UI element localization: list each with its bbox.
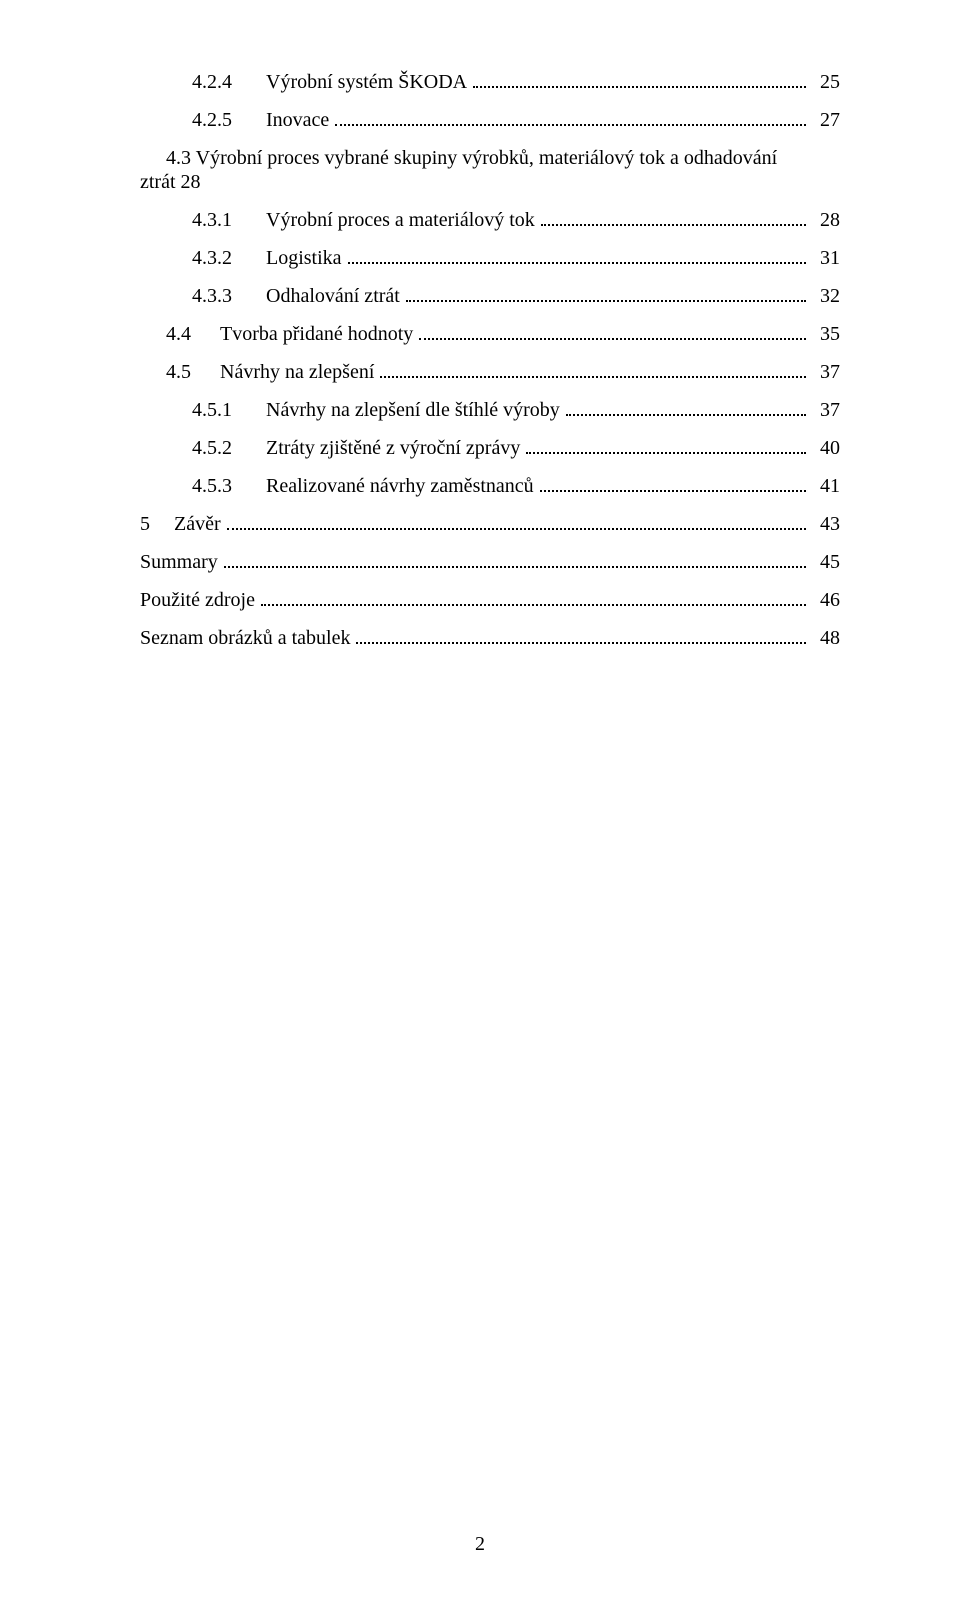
toc-entry: 4.5.1 Návrhy na zlepšení dle štíhlé výrob… [140,400,840,420]
toc-entry-number: 4.5 [166,362,206,382]
toc-entry-page: 31 [812,248,840,268]
toc-entry-page: 28 [812,210,840,230]
toc-entry-label: Seznam obrázků a tabulek [140,628,350,648]
toc-entry-page: 32 [812,286,840,306]
toc-entry: 5 Závěr 43 [140,514,840,534]
toc-leader [419,327,806,340]
toc-entry-page: 37 [812,400,840,420]
toc-leader [348,251,806,264]
toc-entry-label: Realizované návrhy zaměstnanců [266,476,534,496]
toc-leader [227,517,806,530]
toc-entry-number: 4.4 [166,324,206,344]
toc-entry-page: 45 [812,552,840,572]
toc-leader [541,213,806,226]
toc-entry-page: 41 [812,476,840,496]
toc-entry-label: Návrhy na zlepšení dle štíhlé výroby [266,400,560,420]
toc-leader [406,289,806,302]
toc-entry: Summary 45 [140,552,840,572]
toc-entry-label: Summary [140,552,218,572]
toc-entry-number: 4.2.4 [192,72,252,92]
document-page: 4.2.4Výrobní systém ŠKODA254.2.5Inovace2… [0,0,960,1612]
toc-entry: 4.3.2 Logistika 31 [140,248,840,268]
toc-entry-label: Odhalování ztrát [266,286,400,306]
toc-entry: 4.4 Tvorba přidané hodnoty 35 [140,324,840,344]
toc-entry-number: 5 [140,514,160,534]
toc-entry: 4.3.3 Odhalování ztrát 32 [140,286,840,306]
toc-entry-label: Inovace [266,110,329,130]
toc-entry: 4.3.1 Výrobní proces a materiálový tok 28 [140,210,840,230]
toc-entry-label: Tvorba přidané hodnoty [220,324,413,344]
toc-entry-label: Logistika [266,248,342,268]
toc-entry-page: 43 [812,514,840,534]
toc-entry: Seznam obrázků a tabulek 48 [140,628,840,648]
toc-entry: 4.5.2 Ztráty zjištěné z výroční zprávy 40 [140,438,840,458]
toc-leader [540,479,806,492]
toc-entry-label: ztrát 28 [140,172,201,192]
toc-entry-page: 40 [812,438,840,458]
toc-leader [224,555,806,568]
toc-entry-number: 4.5.2 [192,438,252,458]
toc-entry: 4.5 Návrhy na zlepšení 37 [140,362,840,382]
toc-leader [526,441,806,454]
table-of-contents: 4.2.4 Výrobní systém ŠKODA 25 4.2.5 Inovace 2… [140,72,840,648]
toc-entry-number: 4.2.5 [192,110,252,130]
toc-entry-page: 27 [812,110,840,130]
toc-entry-number: 4.3.3 [192,286,252,306]
toc-entry-page: 25 [812,72,840,92]
toc-entry-label: Ztráty zjištěné z výroční zprávy [266,438,520,458]
toc-entry-label: Závěr [174,514,221,534]
toc-entry-number: 4.3.2 [192,248,252,268]
toc-leader [380,365,806,378]
toc-leader [356,631,806,644]
toc-entry-label: 4.3 Výrobní proces vybrané skupiny výrob… [166,148,840,168]
toc-entry-number: 4.3.1 [192,210,252,230]
toc-entry: Použité zdroje 46 [140,590,840,610]
toc-entry-number: 4.5.3 [192,476,252,496]
toc-entry: 4.2.5 Inovace 27 [140,110,840,130]
toc-entry-label: Návrhy na zlepšení [220,362,374,382]
page-number: 2 [0,1533,960,1556]
toc-leader [566,403,806,416]
toc-entry: 4.5.3 Realizované návrhy zaměstnanců 41 [140,476,840,496]
toc-entry-label: Výrobní proces a materiálový tok [266,210,535,230]
toc-leader [473,75,806,88]
toc-entry: 4.2.4 Výrobní systém ŠKODA 25 [140,72,840,92]
toc-leader [335,113,806,126]
toc-entry-page: 35 [812,324,840,344]
toc-entry-label: Použité zdroje [140,590,255,610]
toc-leader [261,593,806,606]
toc-entry-label: Výrobní systém ŠKODA [266,72,467,92]
toc-entry-page: 37 [812,362,840,382]
toc-entry-page: 48 [812,628,840,648]
toc-entry-continuation: ztrát 28 [140,172,840,192]
toc-entry-page: 46 [812,590,840,610]
toc-entry-number: 4.5.1 [192,400,252,420]
toc-entry: 4.3 Výrobní proces vybrané skupiny výrob… [140,148,840,168]
